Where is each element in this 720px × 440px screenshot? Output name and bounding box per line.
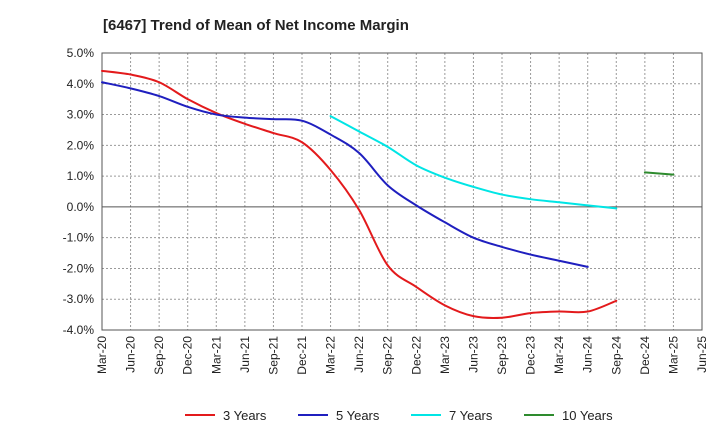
plot-area: 5.0% 4.0% 3.0% 2.0% 1.0% 0.0% -1.0% -2.0% -3.0% -… (63, 46, 709, 375)
y-tick-label: 0.0% (67, 200, 95, 214)
series-line-5-years (101, 81, 589, 268)
x-tick-label: Sep-20 (152, 336, 166, 375)
y-tick-label: 5.0% (67, 46, 95, 60)
series-line-3-years (101, 69, 618, 319)
x-tick-label: Sep-24 (609, 336, 623, 375)
plot-background (102, 53, 702, 330)
x-tick-label: Dec-21 (295, 336, 309, 375)
legend-label-3-years: 3 Years (223, 408, 267, 423)
x-tick-label: Sep-22 (381, 336, 395, 375)
y-tick-label: -1.0% (63, 231, 95, 245)
y-tick-label: 4.0% (67, 77, 95, 91)
y-tick-label: 3.0% (67, 108, 95, 122)
x-tick-label: Jun-23 (466, 336, 480, 373)
x-tick-label: Dec-20 (181, 336, 195, 375)
y-tick-label: 2.0% (67, 138, 95, 152)
x-tick-label: Dec-22 (409, 336, 423, 375)
x-tick-label: Mar-21 (209, 336, 223, 374)
x-tick-label: Jun-20 (124, 336, 138, 373)
y-tick-label: -3.0% (63, 292, 95, 306)
x-tick-label: Sep-21 (266, 336, 280, 375)
x-tick-label: Mar-25 (666, 336, 680, 374)
legend-label-10-years: 10 Years (562, 408, 613, 423)
x-tick-label: Mar-23 (438, 336, 452, 374)
x-tick-label: Jun-24 (581, 336, 595, 373)
x-tick-label: Dec-24 (638, 336, 652, 375)
x-tick-label: Jun-21 (238, 336, 252, 373)
x-tick-label: Sep-23 (495, 336, 509, 375)
series-line-10-years (643, 171, 675, 176)
x-tick-label: Dec-23 (524, 336, 538, 375)
y-tick-label: -2.0% (63, 261, 95, 275)
x-tick-label: Jun-22 (352, 336, 366, 373)
legend-label-7-years: 7 Years (449, 408, 493, 423)
series-line-7-years (329, 115, 618, 210)
x-tick-label: Mar-22 (324, 336, 338, 374)
x-tick-label: Mar-20 (95, 336, 109, 374)
plot-border (101, 52, 703, 331)
y-tick-label: 1.0% (67, 169, 95, 183)
chart-title: [6467] Trend of Mean of Net Income Margi… (103, 17, 409, 34)
x-tick-label: Jun-25 (695, 336, 709, 373)
legend: 3 Years 5 Years 7 Years 10 Years (185, 408, 613, 423)
legend-label-5-years: 5 Years (336, 408, 380, 423)
y-tick-label: -4.0% (63, 323, 95, 337)
x-tick-label: Mar-24 (552, 336, 566, 374)
